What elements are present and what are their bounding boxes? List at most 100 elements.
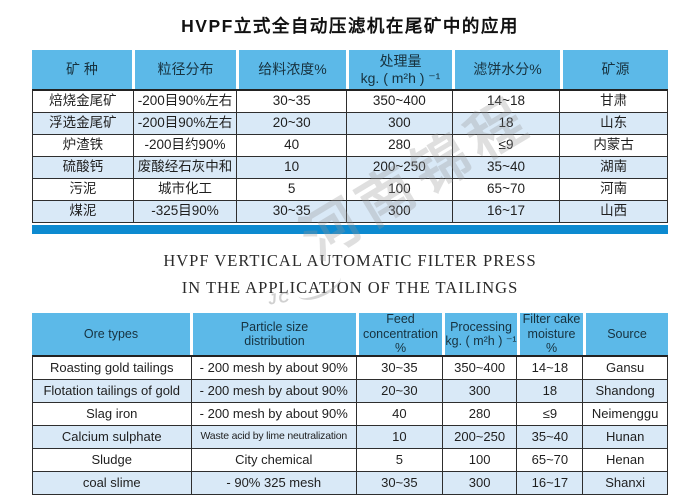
table-cell: 100 xyxy=(441,449,517,471)
table-cell: Shandong xyxy=(582,380,667,402)
column-header: Processing kg. ( m²h ) ⁻¹ xyxy=(442,313,517,355)
table-row: 煤泥 -325目90% 30~35 300 16~17 山西 xyxy=(33,200,667,222)
table-header-row: 矿 种粒径分布 给料浓度% 处理量 kg. ( m²h ) ⁻¹ 滤饼水分% 矿源 xyxy=(32,50,668,89)
table-cell: 16~17 xyxy=(451,201,560,222)
table-bottom-bar xyxy=(32,225,668,234)
column-header: 矿 种 xyxy=(32,50,132,89)
table-cell: 30~35 xyxy=(236,91,346,112)
table-row: 炉渣铁 -200目约90% 40 280 ≤9 内蒙古 xyxy=(33,134,667,156)
table-cell: 65~70 xyxy=(451,179,560,200)
table-cell: - 200 mesh by about 90% xyxy=(190,403,356,425)
table-cell: Shanxi xyxy=(582,472,667,494)
table-cell: 14~18 xyxy=(516,357,582,379)
table-cell: 280 xyxy=(346,135,452,156)
table-body: Roasting gold tailings - 200 mesh by abou… xyxy=(32,355,668,495)
table-row: Flotation tailings of gold - 200 mesh by … xyxy=(33,379,667,402)
table-cell: 5 xyxy=(236,179,346,200)
table-cell: ≤9 xyxy=(516,403,582,425)
table-cell: Calcium sulphate xyxy=(61,428,162,444)
table-cell: 300 xyxy=(346,201,452,222)
table-cell: 内蒙古 xyxy=(559,135,667,156)
table-cell: 甘肃 xyxy=(559,91,667,112)
table-cell: Neimenggu xyxy=(582,403,667,425)
table-cell: 350~400 xyxy=(346,91,452,112)
table-cell: 10 xyxy=(355,426,442,448)
table-cell: Gansu xyxy=(582,357,667,379)
table-cell: ≤9 xyxy=(451,135,560,156)
table-cell: 300 xyxy=(441,472,517,494)
column-header: 矿源 xyxy=(560,50,668,89)
table-cell: 30~35 xyxy=(236,201,346,222)
table-cell: 污泥 xyxy=(69,181,97,197)
chinese-application-table: 矿 种粒径分布 给料浓度% 处理量 kg. ( m²h ) ⁻¹ 滤饼水分% 矿源 焙烧… xyxy=(32,50,668,234)
table-cell: - 200 mesh by about 90% xyxy=(190,357,356,379)
table-cell: Roasting gold tailings xyxy=(49,359,174,375)
table-cell: 山东 xyxy=(559,113,667,134)
table-cell: - 200 mesh by about 90% xyxy=(190,380,356,402)
table-cell: 200~250 xyxy=(346,157,452,178)
table-cell: 280 xyxy=(441,403,517,425)
table-body: 焙烧金尾矿 -200目90%左右 30~35 350~400 14~18 甘肃 浮选金尾矿 -… xyxy=(32,89,668,223)
table-cell: 30~35 xyxy=(355,357,442,379)
column-header: Filter cake moisture % xyxy=(517,312,583,355)
table-cell: Henan xyxy=(582,449,667,471)
table-cell: 城市化工 xyxy=(132,179,237,200)
table-cell: 300 xyxy=(346,113,452,134)
table-cell: 35~40 xyxy=(451,157,560,178)
page-title-english-line1: HVPF VERTICAL AUTOMATIC FILTER PRESS xyxy=(163,251,537,270)
table-cell: -200目90%左右 xyxy=(132,113,237,134)
table-cell: 18 xyxy=(516,380,582,402)
table-cell: coal slime xyxy=(82,474,141,490)
table-cell: -325目90% xyxy=(132,201,237,222)
table-cell: 5 xyxy=(355,449,442,471)
table-cell: 湖南 xyxy=(559,157,667,178)
table-cell: 300 xyxy=(441,380,517,402)
table-cell: -200目约90% xyxy=(132,135,237,156)
table-cell: 30~35 xyxy=(355,472,442,494)
table-row: 硫酸钙 废酸经石灰中和 10 200~250 35~40 湖南 xyxy=(33,156,667,178)
table-cell: 14~18 xyxy=(451,91,560,112)
table-cell: 35~40 xyxy=(516,426,582,448)
table-row: Roasting gold tailings - 200 mesh by abou… xyxy=(33,357,667,379)
table-cell: City chemical xyxy=(190,449,356,471)
table-cell: 硫酸钙 xyxy=(62,159,104,175)
table-row: Slag iron - 200 mesh by about 90% 40 280 ≤9 N… xyxy=(33,402,667,425)
table-cell: 16~17 xyxy=(516,472,582,494)
column-header: Particle size distribution xyxy=(190,313,356,355)
table-row: Calcium sulphate Waste acid by lime neutr… xyxy=(33,425,667,448)
table-cell: 炉渣铁 xyxy=(62,137,104,153)
table-cell: 350~400 xyxy=(441,357,517,379)
table-header-row: Ore types Particle size distribution Feed … xyxy=(32,312,668,355)
column-header: Source xyxy=(583,313,668,355)
table-cell: 65~70 xyxy=(516,449,582,471)
table-cell: Waste acid by lime neutralization xyxy=(190,426,356,448)
table-cell: 煤泥 xyxy=(69,203,97,219)
table-cell: 18 xyxy=(451,113,560,134)
english-application-table: Ore types Particle size distribution Feed … xyxy=(32,312,668,496)
table-cell: Sludge xyxy=(91,451,132,467)
table-cell: Flotation tailings of gold xyxy=(43,382,181,398)
table-cell: 废酸经石灰中和 xyxy=(132,157,237,178)
table-cell: Hunan xyxy=(582,426,667,448)
table-row: 污泥 城市化工 5 100 65~70 河南 xyxy=(33,178,667,200)
column-header: 粒径分布 xyxy=(132,50,236,89)
table-cell: 100 xyxy=(346,179,452,200)
table-cell: 200~250 xyxy=(441,426,517,448)
table-cell: Slag iron xyxy=(86,405,138,421)
column-header: 滤饼水分% xyxy=(452,50,560,89)
column-header: 给料浓度% xyxy=(236,50,346,89)
table-cell: 山西 xyxy=(559,201,667,222)
column-header: 处理量 kg. ( m²h ) ⁻¹ xyxy=(346,50,452,89)
page-title-english: HVPF VERTICAL AUTOMATIC FILTER PRESS IN … xyxy=(0,247,700,301)
table-cell: 浮选金尾矿 xyxy=(49,115,117,131)
page-title-english-line2: IN THE APPLICATION OF THE TAILINGS xyxy=(181,278,519,297)
page-title-chinese: HVPF立式全自动压滤机在尾矿中的应用 xyxy=(181,16,519,36)
table-row: 浮选金尾矿 -200目90%左右 20~30 300 18 山东 xyxy=(33,112,667,134)
table-row: coal slime - 90% 325 mesh 30~35 300 16~17 Sha… xyxy=(33,471,667,494)
table-cell: 40 xyxy=(236,135,346,156)
table-row: 焙烧金尾矿 -200目90%左右 30~35 350~400 14~18 甘肃 xyxy=(33,91,667,112)
table-row: Sludge City chemical 5 100 65~70 Henan xyxy=(33,448,667,471)
table-cell: 10 xyxy=(236,157,346,178)
table-cell: - 90% 325 mesh xyxy=(190,472,356,494)
